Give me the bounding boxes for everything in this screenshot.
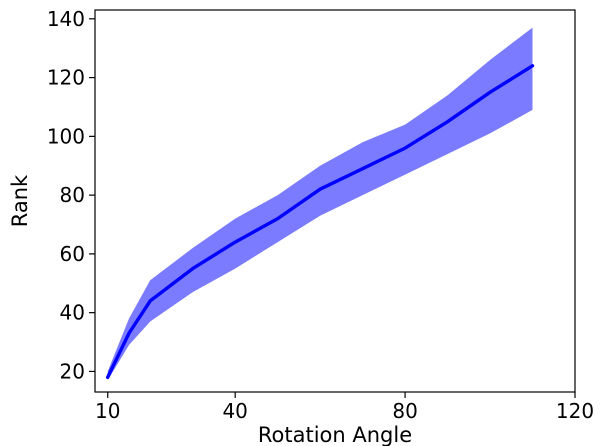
y-tick-label: 20: [60, 359, 85, 383]
x-tick-label: 10: [95, 399, 120, 423]
x-tick-label: 40: [222, 399, 247, 423]
x-axis-label: Rotation Angle: [258, 423, 412, 446]
series-line-0: [105, 64, 535, 379]
x-tick-label: 80: [392, 399, 417, 423]
y-tick-label: 140: [47, 7, 85, 31]
y-tick-label: 60: [60, 242, 85, 266]
series-band-0: [107, 27, 533, 381]
y-tick-label: 80: [60, 183, 85, 207]
x-tick-label: 120: [556, 399, 594, 423]
y-tick-label: 100: [47, 124, 85, 148]
plot-frame: [94, 9, 576, 393]
y-tick-label: 40: [60, 301, 85, 325]
plot-area: [105, 27, 535, 381]
axis-ticks: 10 40 80 120 20 40 60 80 100 120 140: [47, 7, 594, 423]
y-axis-label: Rank: [8, 174, 32, 227]
y-tick-label: 120: [47, 66, 85, 90]
